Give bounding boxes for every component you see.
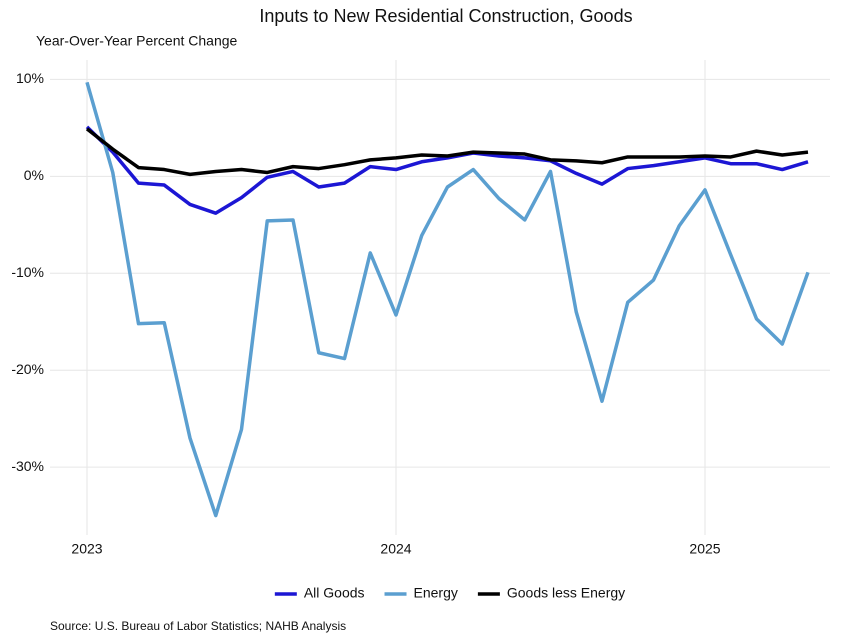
legend: All Goods Energy Goods less Energy bbox=[274, 585, 625, 601]
series-line bbox=[85, 81, 810, 518]
series-line bbox=[85, 125, 809, 215]
chart-title: Inputs to New Residential Construction, … bbox=[259, 6, 632, 26]
y-tick-label: 10% bbox=[16, 70, 44, 86]
legend-label: Goods less Energy bbox=[507, 585, 625, 601]
series-line bbox=[85, 127, 809, 177]
y-tick-label: -20% bbox=[11, 361, 44, 377]
y-tick-label: -30% bbox=[11, 458, 44, 474]
source-note: Source: U.S. Bureau of Labor Statistics;… bbox=[50, 619, 346, 633]
x-tick-label: 2025 bbox=[689, 541, 720, 557]
x-tick-label: 2024 bbox=[380, 541, 411, 557]
legend-label: Energy bbox=[414, 585, 458, 601]
y-tick-label: 0% bbox=[24, 167, 44, 183]
y-tick-label: -10% bbox=[11, 264, 44, 280]
chart-subtitle: Year-Over-Year Percent Change bbox=[36, 33, 238, 49]
legend-label: All Goods bbox=[304, 585, 365, 601]
x-tick-label: 2023 bbox=[71, 541, 102, 557]
